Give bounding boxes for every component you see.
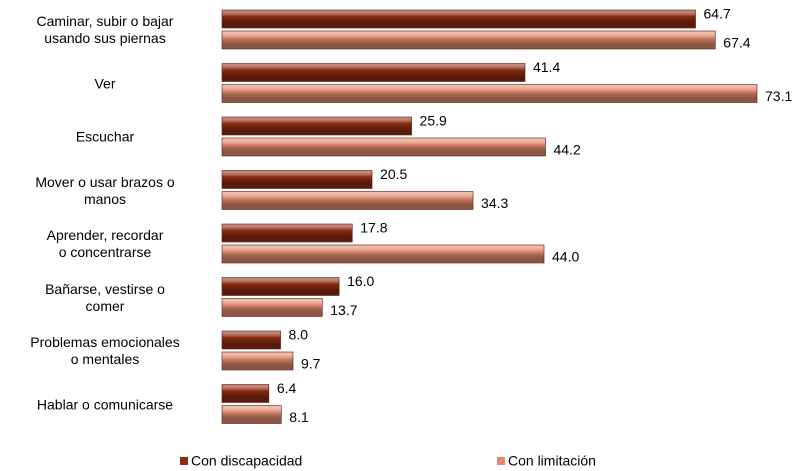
value-label: 44.0 [552, 249, 579, 265]
value-label: 73.1 [765, 88, 792, 104]
bar-shade [221, 277, 340, 296]
value-label: 25.9 [420, 113, 447, 129]
value-label: 34.3 [481, 195, 508, 211]
bar-shade [221, 223, 353, 243]
bar-shade [221, 63, 526, 82]
value-label: 16.0 [347, 273, 374, 289]
category-label: Problemas emocionales o mentales [30, 334, 180, 367]
bar-shade [221, 30, 716, 50]
bar-shade [221, 170, 373, 189]
value-label: 67.4 [723, 35, 750, 51]
category-label: Caminar, subir o bajar usando sus pierna… [36, 13, 174, 46]
value-label: 8.1 [289, 409, 309, 425]
value-label: 8.0 [289, 327, 309, 343]
bar-shade [221, 116, 412, 136]
legend-label: Con limitación [508, 453, 596, 469]
bar-shade [221, 137, 546, 157]
bar-shade [221, 84, 758, 103]
bar-shade [221, 9, 696, 29]
legend-swatch [180, 457, 188, 465]
value-label: 6.4 [277, 380, 297, 396]
category-label: Bañarse, vestirse o comer [45, 280, 165, 314]
category-label: Hablar o comunicarse [36, 396, 174, 412]
value-label: 44.2 [553, 142, 580, 158]
value-label: 13.7 [330, 302, 357, 318]
category-label: Escuchar [75, 128, 135, 145]
bar-shade [221, 351, 294, 371]
bar-shade [221, 244, 545, 264]
bar-shade [221, 191, 474, 210]
bar-shade [221, 330, 281, 350]
legend-swatch [497, 457, 505, 465]
category-label: Ver [94, 75, 116, 91]
value-label: 9.7 [301, 356, 321, 372]
value-label: 20.5 [380, 166, 407, 182]
bar-shade [221, 298, 323, 317]
value-label: 41.4 [533, 59, 560, 75]
category-label: Mover o usar brazos o manos [35, 173, 175, 207]
value-label: 64.7 [704, 6, 731, 22]
category-label: Aprender, recordar o concentrarse [46, 227, 164, 260]
value-label: 17.8 [360, 220, 387, 236]
legend-label: Con discapacidad [191, 453, 302, 469]
bar-shade [221, 384, 270, 403]
bar-shade [221, 405, 282, 424]
